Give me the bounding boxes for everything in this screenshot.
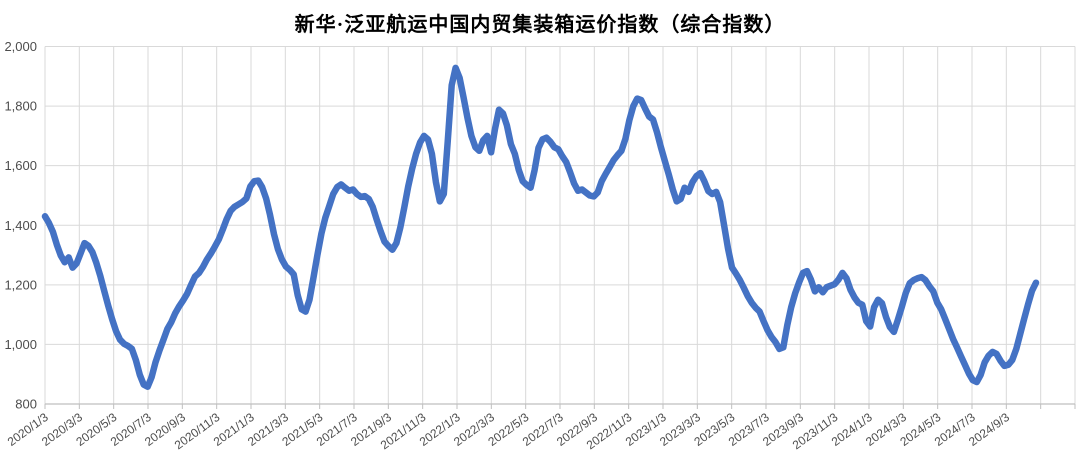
y-axis-label: 1,200 <box>4 277 37 292</box>
y-axis-label: 800 <box>15 397 37 412</box>
y-axis-label: 1,000 <box>4 337 37 352</box>
chart-title: 新华·泛亚航运中国内贸集装箱运价指数（综合指数） <box>294 14 786 36</box>
y-axis-label: 1,800 <box>4 99 37 114</box>
y-axis-label: 1,600 <box>4 158 37 173</box>
index-series-line <box>41 64 1040 390</box>
y-axis-label: 2,000 <box>4 39 37 54</box>
y-axis-label: 1,400 <box>4 218 37 233</box>
